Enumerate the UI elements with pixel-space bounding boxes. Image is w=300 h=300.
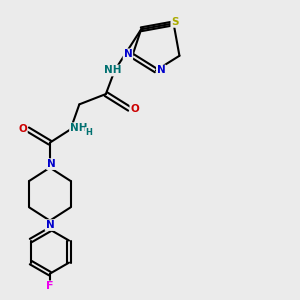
Text: O: O [18, 124, 27, 134]
Text: F: F [46, 281, 54, 291]
Text: S: S [171, 17, 179, 27]
Text: O: O [130, 104, 139, 114]
Text: N: N [46, 220, 54, 230]
Text: NH: NH [103, 65, 121, 76]
Text: N: N [124, 49, 132, 59]
Text: NH: NH [70, 123, 88, 133]
Text: N: N [47, 159, 56, 169]
Text: H: H [85, 128, 92, 136]
Text: N: N [157, 65, 166, 76]
